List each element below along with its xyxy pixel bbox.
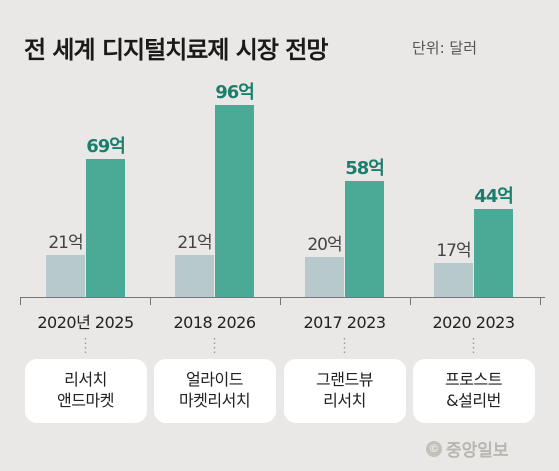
- source-label: 그랜드뷰: [316, 370, 373, 390]
- source-box: 프로스트 &설리번: [412, 359, 535, 423]
- copyright-icon: ©: [426, 440, 442, 457]
- bar-start: [175, 255, 214, 297]
- tick-label: 2018 2026: [173, 313, 255, 332]
- source-label: &설리번: [446, 391, 501, 410]
- source-box: 얼라이드 마켓리서치: [153, 359, 276, 423]
- credit: © 중앙일보: [426, 436, 509, 461]
- unit-label: 단위: 달러: [412, 39, 478, 57]
- chart-title: 전 세계 디지털치료제 시장 전망: [24, 36, 328, 64]
- source-label: 얼라이드: [186, 370, 243, 390]
- source-label: 앤드마켓: [57, 391, 114, 410]
- bar-start: [434, 263, 473, 297]
- data-label: 20억: [307, 235, 341, 255]
- tick-label: 2020년 2025: [37, 313, 133, 332]
- bar-forecast: [345, 181, 384, 297]
- data-label: 21억: [48, 233, 82, 253]
- data-label: 69억: [86, 136, 125, 157]
- tick-label: 2020 2023: [432, 313, 514, 332]
- source-label: 리서치: [323, 391, 366, 410]
- data-label: 96억: [215, 82, 254, 103]
- data-label: 21억: [177, 233, 211, 253]
- source-box: 리서치 앤드마켓: [24, 359, 147, 423]
- source-label: 프로스트: [445, 370, 502, 390]
- credit-label: 중앙일보: [446, 441, 509, 461]
- bar-forecast: [215, 105, 254, 297]
- bar-forecast: [474, 209, 513, 297]
- bar-start: [305, 257, 344, 297]
- bar-start: [46, 255, 85, 297]
- data-label: 44억: [474, 186, 513, 207]
- source-label: 리서치: [64, 370, 107, 390]
- data-label: 58억: [345, 158, 384, 179]
- bar-forecast: [86, 159, 125, 297]
- source-box: 그랜드뷰 리서치: [283, 359, 406, 423]
- source-label: 마켓리서치: [178, 391, 251, 410]
- data-label: 17억: [436, 241, 470, 261]
- tick-label: 2017 2023: [303, 313, 385, 332]
